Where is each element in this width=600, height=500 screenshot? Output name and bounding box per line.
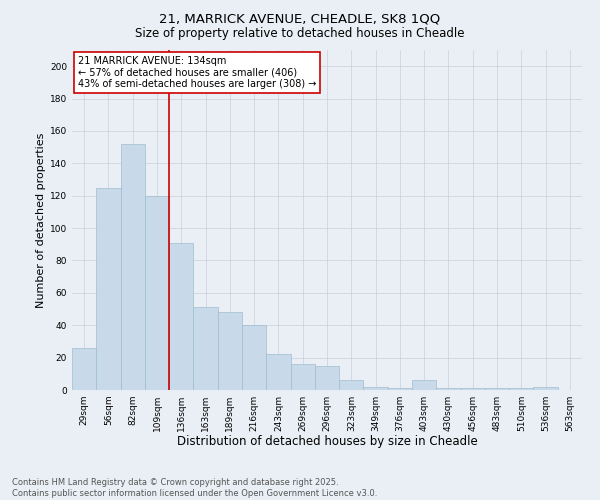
Y-axis label: Number of detached properties: Number of detached properties [36,132,46,308]
Bar [290,364,315,390]
Bar [388,388,412,390]
Bar [121,144,145,390]
Bar [145,196,169,390]
Bar [509,388,533,390]
Bar [193,308,218,390]
Bar [339,380,364,390]
Bar [364,387,388,390]
Text: Size of property relative to detached houses in Cheadle: Size of property relative to detached ho… [135,28,465,40]
Text: 21 MARRICK AVENUE: 134sqm
← 57% of detached houses are smaller (406)
43% of semi: 21 MARRICK AVENUE: 134sqm ← 57% of detac… [77,56,316,89]
Bar [315,366,339,390]
X-axis label: Distribution of detached houses by size in Cheadle: Distribution of detached houses by size … [176,436,478,448]
Bar [461,388,485,390]
Bar [266,354,290,390]
Bar [533,387,558,390]
Bar [436,388,461,390]
Text: Contains HM Land Registry data © Crown copyright and database right 2025.
Contai: Contains HM Land Registry data © Crown c… [12,478,377,498]
Bar [412,380,436,390]
Bar [242,325,266,390]
Bar [96,188,121,390]
Bar [485,388,509,390]
Bar [169,242,193,390]
Bar [218,312,242,390]
Bar [72,348,96,390]
Text: 21, MARRICK AVENUE, CHEADLE, SK8 1QQ: 21, MARRICK AVENUE, CHEADLE, SK8 1QQ [160,12,440,26]
